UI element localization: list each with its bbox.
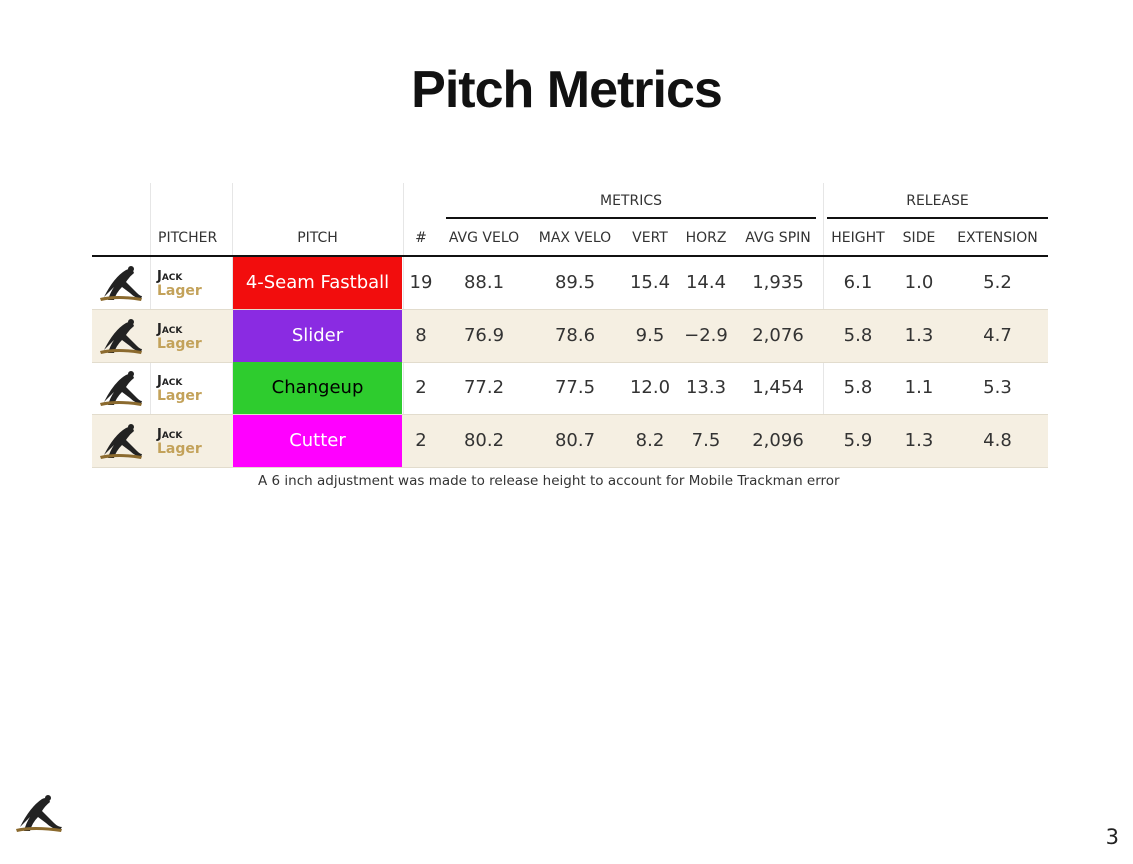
pitcher-name: Jack Lager xyxy=(157,322,202,352)
cell-count: 19 xyxy=(409,272,433,293)
cell-horz: −2.9 xyxy=(684,324,728,346)
release-group-label: RELEASE xyxy=(906,193,969,209)
pitcher-name: Jack Lager xyxy=(157,374,202,404)
pitch-type-cell: Changeup xyxy=(233,362,402,414)
pitcher-last-name: Lager xyxy=(157,388,202,404)
cell-horz: 7.5 xyxy=(691,429,721,451)
page-title: Pitch Metrics xyxy=(411,61,723,119)
metrics-group-label: METRICS xyxy=(600,193,662,209)
cell-vert: 9.5 xyxy=(635,324,665,346)
col-header-extension: EXTENSION xyxy=(957,230,1038,246)
table-row: Jack Lager Cutter 2 80.2 80.7 8.2 7.5 2,096 5.9 1.… xyxy=(92,414,1048,468)
cell-avg-spin: 2,096 xyxy=(752,429,804,451)
pitcher-logo-icon xyxy=(100,266,142,301)
table-header-row: PITCHER PITCH # AVG VELO MAX VELO VERT H… xyxy=(92,219,1048,257)
pitch-type-cell: Slider xyxy=(233,309,402,362)
pitcher-last-name: Lager xyxy=(157,440,202,457)
pitcher-first-name: Jack xyxy=(157,269,183,284)
col-header-max-velo: MAX VELO xyxy=(538,230,612,246)
col-header-vert: VERT xyxy=(632,230,668,246)
col-header-pitcher: PITCHER xyxy=(158,230,218,246)
pitch-type-cell: Cutter xyxy=(233,414,402,467)
pitcher-last-name: Lager xyxy=(157,335,202,352)
pitcher-logo-icon xyxy=(16,795,62,832)
cell-horz: 14.4 xyxy=(685,272,727,293)
table-row: Jack Lager Changeup 2 77.2 77.5 12.0 13.3 1,454 5… xyxy=(92,362,1048,415)
cell-horz: 13.3 xyxy=(685,377,727,398)
cell-max-velo: 78.6 xyxy=(554,324,596,346)
pitcher-last-name: Lager xyxy=(157,283,202,299)
col-header-avg-spin: AVG SPIN xyxy=(745,230,811,246)
cell-max-velo: 77.5 xyxy=(554,377,596,398)
cell-extension: 4.7 xyxy=(983,324,1012,346)
pitcher-logo-icon xyxy=(100,423,142,459)
pitcher-first-name: Jack xyxy=(157,374,183,389)
cell-max-velo: 80.7 xyxy=(554,429,596,451)
cell-extension: 5.3 xyxy=(983,377,1012,398)
cell-vert: 8.2 xyxy=(635,429,665,451)
cell-side: 1.0 xyxy=(904,272,934,293)
cell-extension: 4.8 xyxy=(983,429,1012,451)
cell-side: 1.3 xyxy=(904,324,934,346)
cell-max-velo: 89.5 xyxy=(554,272,596,293)
cell-avg-spin: 1,454 xyxy=(752,377,804,398)
col-header-height: HEIGHT xyxy=(831,230,885,246)
cell-side: 1.3 xyxy=(904,429,934,451)
cell-height: 6.1 xyxy=(843,272,873,293)
cell-side: 1.1 xyxy=(904,377,934,398)
cell-avg-velo: 80.2 xyxy=(463,429,505,451)
page-number: 3 xyxy=(1105,825,1119,849)
cell-height: 5.8 xyxy=(843,324,873,346)
release-group-header: RELEASE xyxy=(827,183,1048,219)
pitcher-name: Jack Lager xyxy=(157,427,202,457)
cell-avg-spin: 2,076 xyxy=(752,324,804,346)
cell-height: 5.8 xyxy=(843,377,873,398)
metrics-group-header: METRICS xyxy=(446,183,816,219)
cell-avg-velo: 77.2 xyxy=(463,377,505,398)
cell-avg-velo: 88.1 xyxy=(463,272,505,293)
footnote: A 6 inch adjustment was made to release … xyxy=(258,473,840,489)
pitcher-first-name: Jack xyxy=(157,321,183,337)
cell-count: 2 xyxy=(415,377,427,398)
cell-vert: 15.4 xyxy=(629,272,671,293)
cell-avg-spin: 1,935 xyxy=(752,272,804,293)
col-header-count: # xyxy=(415,230,427,246)
col-header-side: SIDE xyxy=(902,230,936,246)
cell-height: 5.9 xyxy=(843,429,873,451)
release-group-rule xyxy=(827,217,1048,219)
pitcher-logo-icon xyxy=(100,371,142,406)
pitch-type-cell: 4-Seam Fastball xyxy=(233,257,402,309)
pitcher-logo-icon xyxy=(100,318,142,354)
metrics-group-rule xyxy=(446,217,816,219)
cell-vert: 12.0 xyxy=(629,377,671,398)
pitcher-first-name: Jack xyxy=(157,426,183,442)
table-row: Jack Lager Slider 8 76.9 78.6 9.5 −2.9 2,076 5.8 1… xyxy=(92,309,1048,363)
col-header-pitch: PITCH xyxy=(297,230,338,246)
cell-avg-velo: 76.9 xyxy=(463,324,505,346)
cell-extension: 5.2 xyxy=(983,272,1012,293)
col-header-horz: HORZ xyxy=(685,230,727,246)
cell-count: 2 xyxy=(415,429,427,451)
cell-count: 8 xyxy=(415,324,427,346)
col-header-avg-velo: AVG VELO xyxy=(448,230,520,246)
table-row: Jack Lager 4-Seam Fastball 19 88.1 89.5 15.4 14… xyxy=(92,257,1048,310)
pitcher-name: Jack Lager xyxy=(157,269,202,299)
